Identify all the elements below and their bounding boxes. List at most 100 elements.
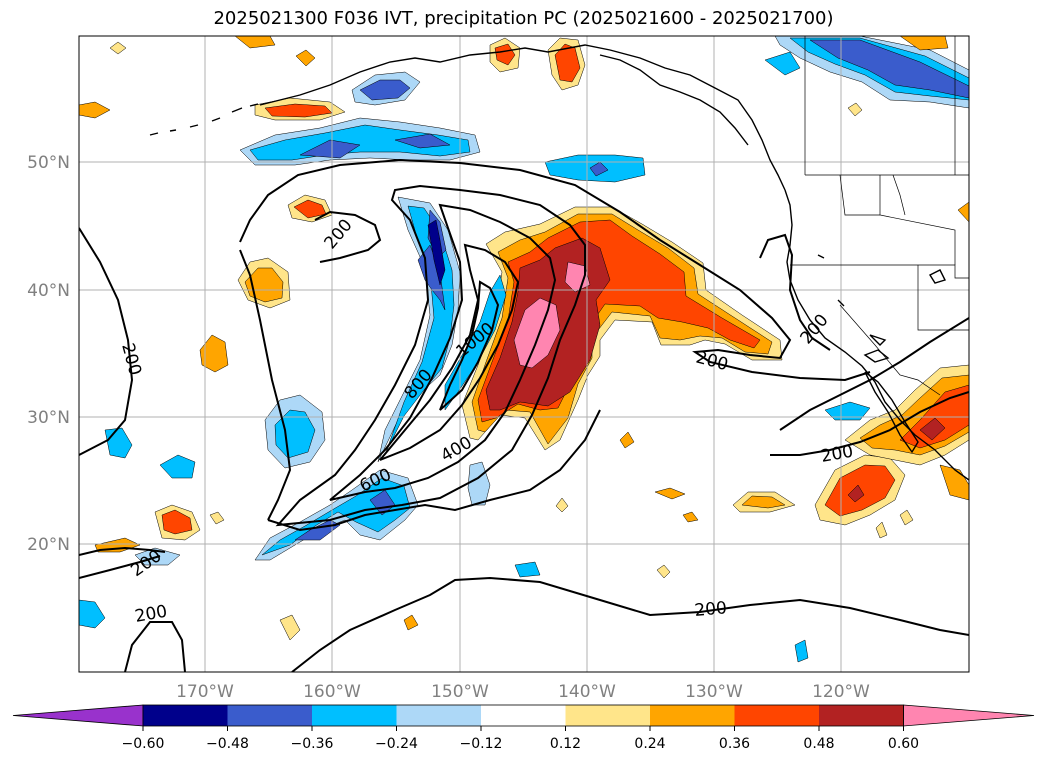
negative-blob-gulf-core	[589, 161, 609, 177]
colorbar-extend-min	[12, 704, 144, 727]
lat-label: 40°N	[27, 281, 70, 301]
positive-blob-south-9	[847, 102, 863, 117]
positive-blob-north-2-inner	[494, 43, 516, 66]
colorbar-tick-label: −0.60	[122, 736, 165, 752]
lon-label: 130°W	[685, 682, 743, 702]
ivt-contours	[79, 158, 969, 672]
negative-blob-7	[514, 561, 541, 578]
positive-blob-south-14	[209, 511, 225, 525]
negative-blob-9	[794, 639, 809, 663]
west-coast-usa	[784, 189, 969, 481]
negative-anomaly-plume-048	[427, 219, 446, 286]
colorbar-tick-label: −0.12	[460, 736, 503, 752]
colorbar-extend-max	[903, 704, 1035, 727]
negative-anomaly-canada-core	[809, 39, 969, 99]
colorbar: −0.60 −0.48 −0.36 −0.24 −0.12 0.12 0.24 0.36 0.4…	[12, 704, 1035, 752]
negative-blob-aleutians-inner	[359, 79, 411, 101]
positive-blob-south-1-inner	[741, 495, 786, 509]
ivt-label: 200	[117, 341, 145, 378]
ivt-label: 200	[694, 598, 728, 621]
ivt-200-main	[79, 227, 134, 456]
colorbar-outline	[142, 704, 904, 727]
positive-blob-baja-dark	[919, 417, 946, 441]
positive-blob-south-4	[403, 614, 419, 631]
lat-label: 50°N	[27, 153, 70, 173]
latitude-labels: 50°N 40°N 30°N 20°N	[27, 153, 70, 555]
alaska-inner-coast	[599, 54, 749, 146]
ivt-200-inner-2	[267, 409, 601, 532]
ivt-label: 200	[797, 310, 833, 348]
negative-blob-4	[79, 599, 106, 629]
graticule	[79, 36, 969, 672]
map-plot-area: 200 200 200 200 200 200 200 200 400 400 …	[79, 36, 969, 672]
colorbar-segment	[143, 705, 228, 726]
coastlines	[149, 44, 969, 481]
ivt-400	[275, 184, 586, 527]
colorbar-segment	[734, 705, 820, 726]
ivt-label: 200	[321, 215, 357, 253]
ivt-label: 200	[133, 602, 168, 627]
colorbar-tick-label: −0.48	[206, 736, 249, 752]
positive-blob-south-5	[619, 431, 635, 449]
lon-label: 150°W	[431, 682, 489, 702]
colorbar-segment	[396, 705, 482, 726]
ivt-200-s1	[124, 621, 186, 672]
positive-blob-south-3	[279, 614, 301, 641]
negative-blob-5	[824, 401, 871, 421]
ivt-800	[379, 243, 520, 461]
colorbar-tick-label: 0.36	[719, 736, 750, 752]
positive-blob-north-5	[234, 36, 276, 49]
colorbar-segment	[227, 705, 313, 726]
positive-blob-south-7	[109, 41, 127, 55]
lat-label: 20°N	[27, 535, 70, 555]
colorbar-segment	[819, 705, 904, 726]
lon-label: 140°W	[558, 682, 616, 702]
lat-label: 30°N	[27, 408, 70, 428]
positive-blob-west-4-inner	[161, 509, 193, 535]
negative-blob-6	[467, 461, 491, 506]
positive-blob-north-4	[79, 101, 111, 119]
positive-blob-east-1	[957, 201, 969, 223]
ivt-200-west	[314, 210, 382, 263]
negative-blob-8	[764, 51, 801, 76]
map-title: 2025021300 F036 IVT, precipitation PC (2…	[213, 8, 834, 29]
island-small	[928, 269, 946, 284]
lon-label: 120°W	[812, 682, 870, 702]
lon-label: 160°W	[303, 682, 361, 702]
ivt-200-large	[239, 158, 871, 382]
gulf-coast	[817, 254, 887, 346]
positive-blob-south-2	[654, 487, 686, 500]
colorbar-segment	[481, 705, 566, 726]
northern-negative-band-core	[299, 133, 451, 159]
negative-blob-2	[159, 454, 196, 479]
colorbar-tick-label: 0.60	[888, 736, 919, 752]
positive-blob-south-8	[295, 49, 316, 67]
precip-pc-shading	[79, 36, 969, 663]
colorbar-tick-label: −0.24	[375, 736, 418, 752]
map-frame	[78, 35, 970, 673]
ivt-200-east	[779, 317, 969, 431]
ivt-1000	[439, 280, 500, 411]
ivt-600	[329, 203, 557, 501]
ivt-200-sw	[79, 546, 166, 579]
colorbar-tick-label: 0.24	[634, 736, 665, 752]
political-borders	[790, 36, 969, 396]
colorbar-tick-label: 0.48	[803, 736, 834, 752]
positive-blob-west-3	[199, 334, 229, 373]
positive-blob-mexico-core	[847, 484, 865, 503]
colorbar-tick-label: −0.36	[291, 736, 334, 752]
northern-negative-band-inner	[249, 124, 471, 161]
negative-blob-1-inner	[274, 409, 316, 459]
island-hawaii	[863, 349, 890, 363]
ivt-200-inner	[239, 249, 292, 521]
ivt-200-s2	[291, 576, 969, 672]
positive-blob-north-1-inner	[554, 43, 581, 83]
alaska-coast	[259, 44, 786, 191]
ivt-200-hawaii	[759, 233, 831, 351]
aleutian-islands	[149, 103, 259, 136]
lon-label: 170°W	[176, 682, 234, 702]
baja-california	[864, 371, 919, 454]
colorbar-segment	[650, 705, 735, 726]
positive-blob-baja-south	[939, 464, 969, 501]
